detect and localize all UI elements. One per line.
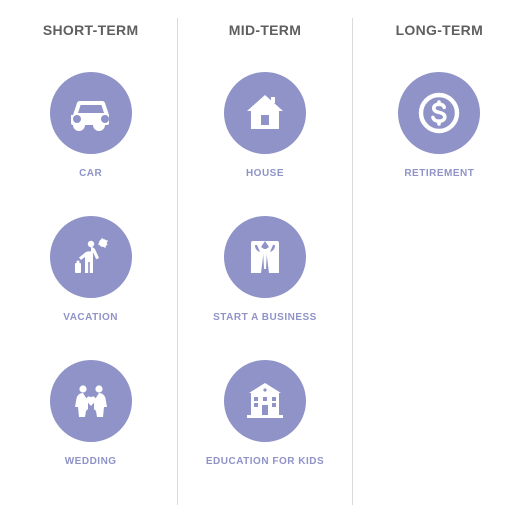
column-header: MID-TERM: [229, 22, 301, 38]
house-icon: [224, 72, 306, 154]
vacation-icon: [50, 216, 132, 298]
retirement-icon: [398, 72, 480, 154]
goal-car: CAR: [50, 72, 132, 180]
column-short-term: SHORT-TERM CAR VACATION: [4, 18, 177, 505]
goal-label: RETIREMENT: [404, 168, 474, 180]
car-icon: [50, 72, 132, 154]
goal-education: EDUCATION FOR KIDS: [206, 360, 324, 468]
business-icon: [224, 216, 306, 298]
column-header: SHORT-TERM: [43, 22, 139, 38]
column-long-term: LONG-TERM RETIREMENT: [352, 18, 526, 505]
goal-business: START A BUSINESS: [213, 216, 317, 324]
goal-label: EDUCATION FOR KIDS: [206, 456, 324, 468]
goals-grid: SHORT-TERM CAR VACATION: [0, 0, 530, 515]
wedding-icon: [50, 360, 132, 442]
goal-vacation: VACATION: [50, 216, 132, 324]
goal-label: WEDDING: [65, 456, 117, 468]
goal-label: HOUSE: [246, 168, 284, 180]
goal-wedding: WEDDING: [50, 360, 132, 468]
goal-retirement: RETIREMENT: [398, 72, 480, 180]
column-header: LONG-TERM: [396, 22, 483, 38]
education-icon: [224, 360, 306, 442]
goal-house: HOUSE: [224, 72, 306, 180]
goal-label: VACATION: [63, 312, 118, 324]
goal-label: CAR: [79, 168, 102, 180]
goal-label: START A BUSINESS: [213, 312, 317, 324]
column-mid-term: MID-TERM HOUSE START A BUSINESS: [177, 18, 351, 505]
